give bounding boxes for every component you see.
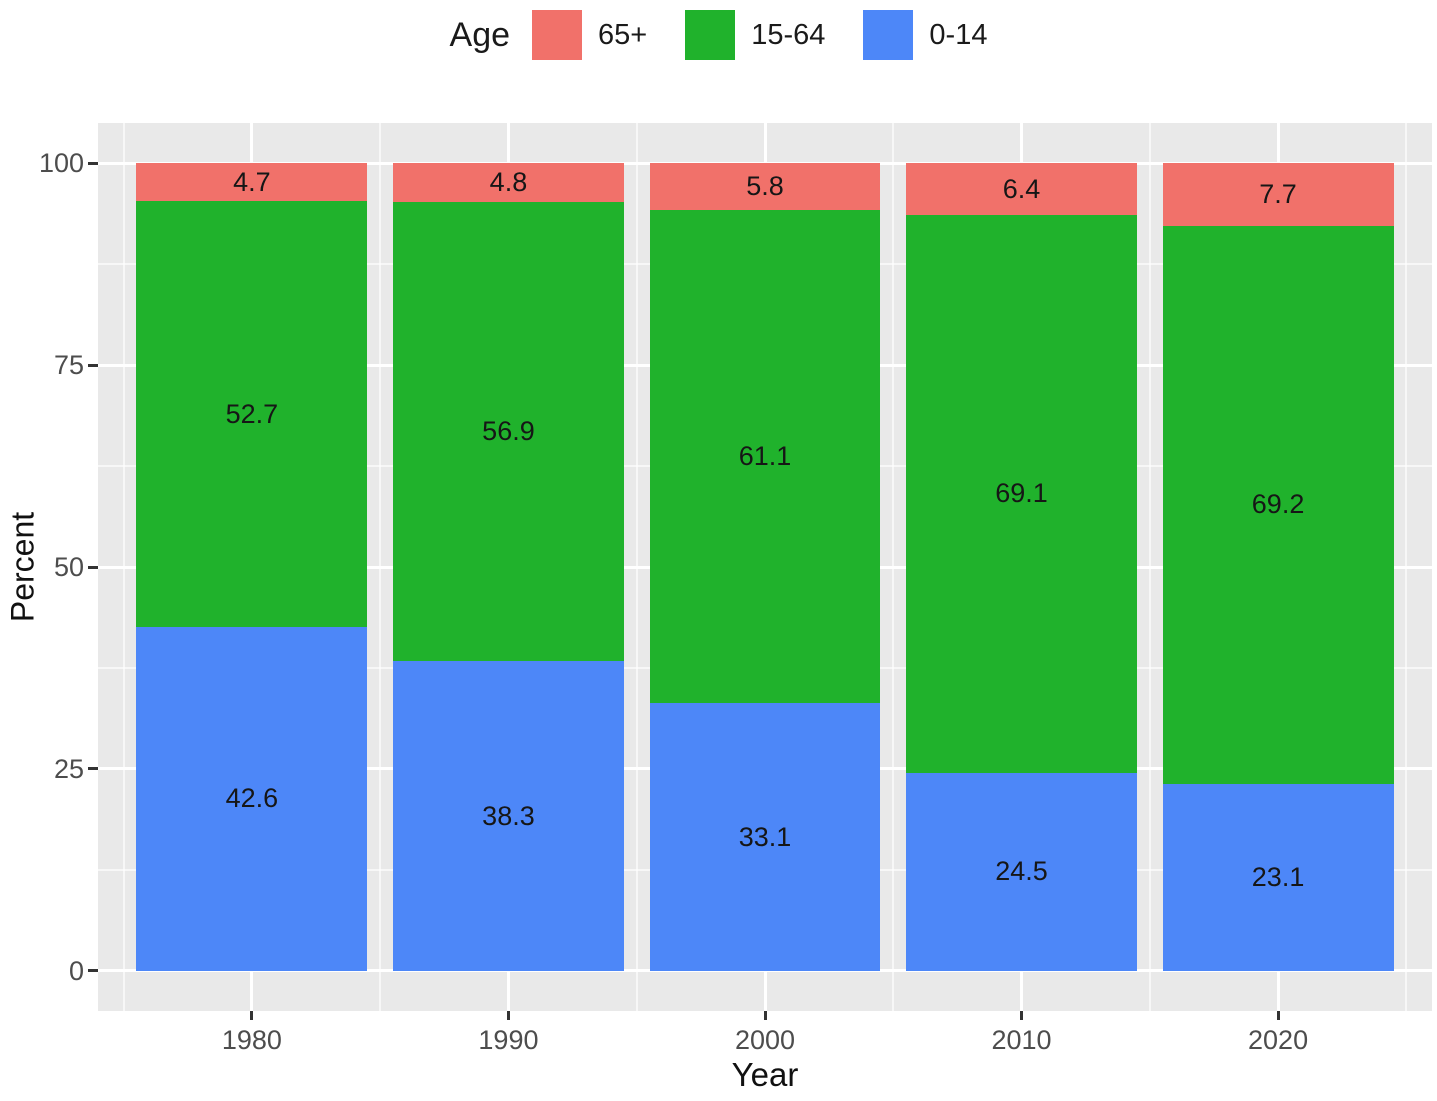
bar-segment-65-: 4.8 bbox=[393, 163, 624, 203]
legend-label-15-64: 15-64 bbox=[751, 18, 826, 51]
bar-segment-15-64: 69.2 bbox=[1162, 225, 1394, 785]
x-tick-label: 2020 bbox=[1248, 1025, 1309, 1055]
x-tick-mark bbox=[1020, 1011, 1024, 1020]
legend-swatch-15-64 bbox=[685, 10, 736, 60]
gridline-v-minor bbox=[635, 123, 638, 1011]
bar-segment-0-14: 42.6 bbox=[136, 626, 368, 971]
bar-segment-0-14: 24.5 bbox=[906, 772, 1137, 971]
x-tick-mark bbox=[1276, 1011, 1280, 1020]
bar-segment-15-64: 61.1 bbox=[649, 210, 881, 704]
x-tick-label: 1990 bbox=[478, 1025, 539, 1055]
bar-segment-65-: 4.7 bbox=[136, 163, 368, 202]
legend-label-65: 65+ bbox=[598, 18, 648, 51]
bar-segment-0-14: 33.1 bbox=[649, 703, 881, 971]
x-tick-mark bbox=[250, 1011, 254, 1020]
y-axis-title: Percent bbox=[4, 511, 41, 623]
y-tick-mark bbox=[88, 161, 98, 165]
bar-segment-65-: 7.7 bbox=[1162, 163, 1394, 226]
bar-segment-0-14: 38.3 bbox=[393, 661, 624, 971]
bar-value-label: 7.7 bbox=[1259, 178, 1297, 209]
bar-value-label: 69.2 bbox=[1251, 489, 1305, 520]
y-tick-mark bbox=[88, 767, 98, 771]
gridline-v-minor bbox=[1405, 123, 1408, 1011]
x-axis-title: Year bbox=[731, 1056, 799, 1093]
x-tick-mark bbox=[506, 1011, 510, 1020]
legend-swatch-65 bbox=[532, 10, 583, 60]
x-tick-label: 2010 bbox=[991, 1025, 1052, 1055]
bar-value-label: 24.5 bbox=[995, 856, 1048, 887]
bar-value-label: 33.1 bbox=[738, 821, 792, 852]
gridline-v-minor bbox=[122, 123, 125, 1011]
legend-label-0-14: 0-14 bbox=[929, 18, 988, 51]
x-tick-label: 2000 bbox=[734, 1025, 796, 1055]
legend: Age 65+ 15-64 0-14 bbox=[0, 10, 1437, 60]
y-tick-label: 100 bbox=[38, 148, 84, 179]
legend-items: 65+ 15-64 0-14 bbox=[532, 10, 987, 60]
bar-segment-15-64: 69.1 bbox=[906, 215, 1137, 773]
bar-value-label: 4.7 bbox=[233, 166, 271, 197]
gridline-v-minor bbox=[379, 123, 382, 1011]
y-tick-label: 0 bbox=[68, 955, 84, 986]
legend-title: Age bbox=[449, 15, 511, 54]
legend-item-15-64: 15-64 bbox=[685, 10, 825, 60]
bar-value-label: 56.9 bbox=[482, 416, 535, 447]
gridline-v-minor bbox=[1148, 123, 1151, 1011]
y-tick-mark bbox=[88, 363, 98, 367]
bar-value-label: 6.4 bbox=[1002, 173, 1041, 204]
y-tick-label: 75 bbox=[53, 350, 84, 381]
bar-value-label: 4.8 bbox=[489, 167, 528, 198]
bar-segment-65-: 6.4 bbox=[906, 163, 1137, 216]
y-tick-mark bbox=[88, 565, 98, 569]
bar-value-label: 23.1 bbox=[1251, 861, 1305, 892]
legend-item-65: 65+ bbox=[532, 10, 647, 60]
bar-value-label: 38.3 bbox=[482, 800, 535, 831]
bar-segment-0-14: 23.1 bbox=[1162, 784, 1394, 971]
bar-value-label: 5.8 bbox=[746, 171, 784, 202]
y-tick-label: 25 bbox=[53, 753, 84, 784]
bar-value-label: 69.1 bbox=[995, 478, 1048, 509]
plot-panel: 42.6 52.7 4.7 38.3 56.9 4.8 33.1 61.1 5.8 24.5 69.… bbox=[98, 123, 1432, 1011]
gridline-v-minor bbox=[892, 123, 895, 1011]
bar-segment-15-64: 52.7 bbox=[136, 201, 368, 627]
x-tick-label: 1980 bbox=[221, 1025, 282, 1055]
bar-value-label: 52.7 bbox=[225, 398, 279, 429]
bar-value-label: 61.1 bbox=[738, 441, 792, 472]
legend-swatch-0-14 bbox=[863, 10, 914, 60]
y-tick-label: 50 bbox=[53, 552, 84, 582]
bar-value-label: 42.6 bbox=[225, 783, 279, 814]
legend-item-0-14: 0-14 bbox=[863, 10, 987, 60]
bar-segment-15-64: 56.9 bbox=[393, 202, 624, 662]
x-tick-mark bbox=[763, 1011, 767, 1020]
y-tick-mark bbox=[88, 969, 98, 973]
bar-segment-65-: 5.8 bbox=[649, 163, 881, 211]
